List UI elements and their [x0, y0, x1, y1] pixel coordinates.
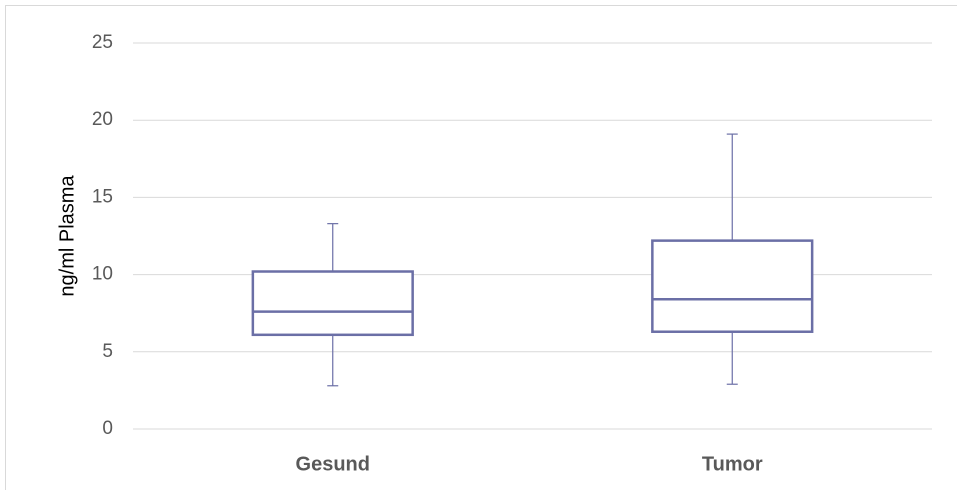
y-tick-label: 5 — [102, 341, 113, 362]
y-axis-label: ng/ml Plasma — [56, 175, 78, 297]
y-tick-label: 25 — [92, 32, 113, 53]
chart-frame — [5, 5, 957, 490]
y-tick-label: 20 — [92, 109, 113, 130]
box — [251, 270, 414, 337]
box — [651, 239, 814, 333]
x-tick-label: Gesund — [296, 453, 370, 475]
x-tick-label: Tumor — [702, 453, 763, 475]
y-tick-label: 10 — [92, 264, 113, 285]
y-tick-label: 0 — [102, 418, 113, 439]
y-tick-label: 15 — [92, 186, 113, 207]
